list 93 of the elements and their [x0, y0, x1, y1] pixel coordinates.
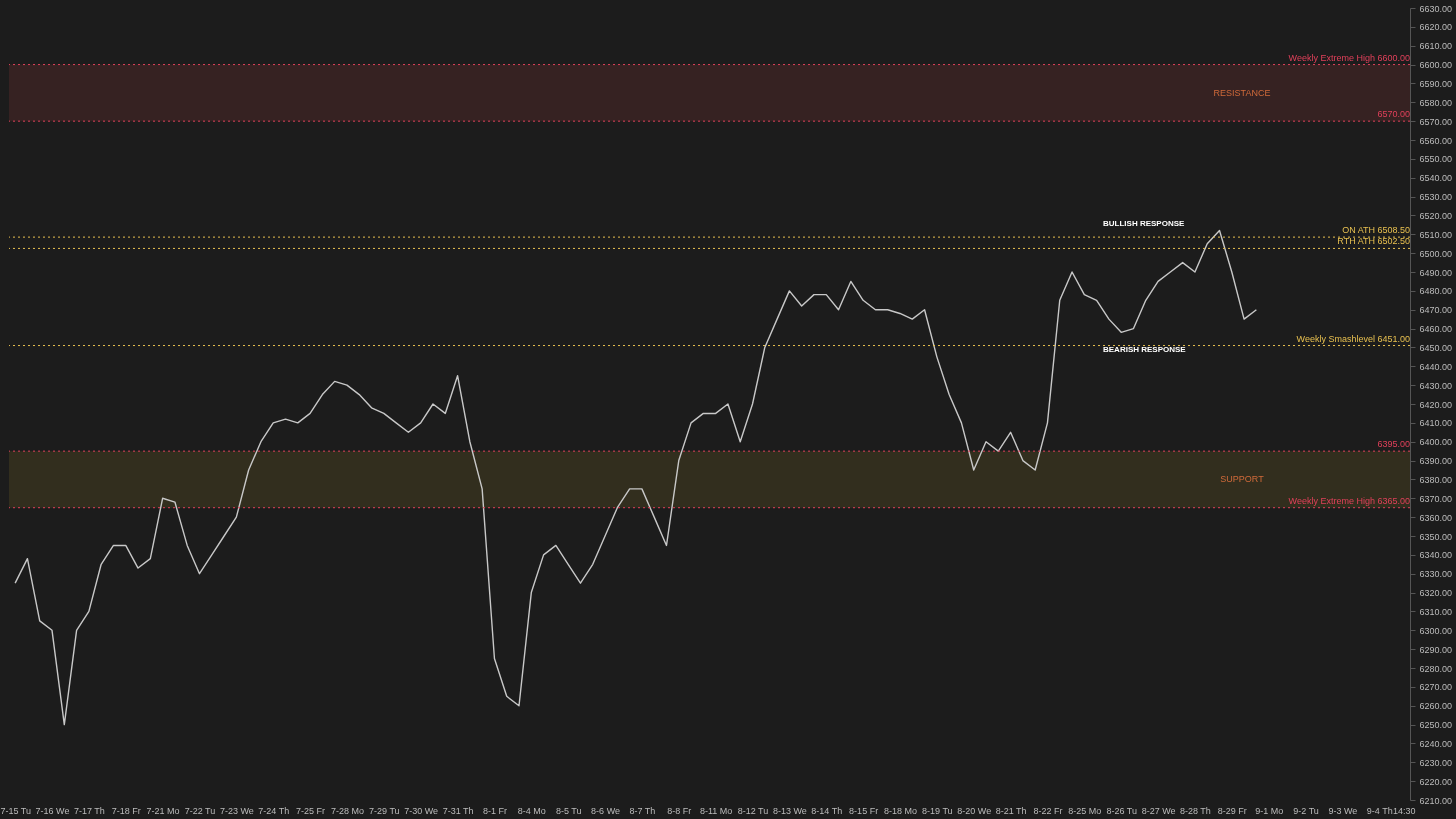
y-tick-label: 6590.00 — [1419, 78, 1453, 89]
y-tick-label: 6470.00 — [1419, 305, 1453, 316]
x-tick-label: 8-27 We — [1141, 805, 1176, 816]
y-tick-label: 6330.00 — [1419, 569, 1453, 580]
x-tick-label: 7-17 Th — [73, 805, 105, 816]
ref-line-label: Weekly Extreme High 6365.00 — [1288, 495, 1410, 506]
y-tick-label: 6250.00 — [1419, 720, 1453, 731]
x-tick-label: 9-2 Tu — [1293, 805, 1319, 816]
x-tick-label: 8-22 Fr — [1033, 805, 1063, 816]
x-tick-label: 9-1 Mo — [1255, 805, 1284, 816]
y-tick-label: 6350.00 — [1419, 531, 1453, 542]
y-tick-label: 6300.00 — [1419, 625, 1453, 636]
x-tick-label: 8-25 Mo — [1068, 805, 1102, 816]
x-tick-label: 7-24 Th — [258, 805, 290, 816]
x-tick-label: 7-21 Mo — [146, 805, 180, 816]
x-tick-label: 9-3 We — [1328, 805, 1358, 816]
x-tick-label: 8-6 We — [591, 805, 620, 816]
y-tick-label: 6380.00 — [1419, 474, 1453, 485]
y-tick-label: 6290.00 — [1419, 644, 1453, 655]
x-tick-label: 8-14 Th — [811, 805, 843, 816]
y-tick-label: 6510.00 — [1419, 229, 1453, 240]
band-label: SUPPORT — [1220, 474, 1265, 485]
x-tick-label: 7-25 Fr — [296, 805, 326, 816]
x-tick-label: 8-28 Th — [1180, 805, 1211, 816]
x-tick-label: 7-16 We — [35, 805, 70, 816]
y-tick-label: 6370.00 — [1419, 493, 1453, 504]
x-tick-label: 8-29 Fr — [1217, 805, 1247, 816]
x-tick-label: 8-4 Mo — [517, 805, 546, 816]
x-tick-label: 8-8 Fr — [667, 805, 692, 816]
y-tick-label: 6240.00 — [1419, 738, 1453, 749]
y-tick-label: 6580.00 — [1419, 97, 1453, 108]
x-tick-label: 7-30 We — [404, 805, 439, 816]
ref-line-label: 6570.00 — [1377, 109, 1410, 120]
annotation: BEARISH RESPONSE — [1103, 345, 1187, 354]
y-tick-label: 6220.00 — [1419, 776, 1453, 787]
ref-line-label: RTH ATH 6502.50 — [1337, 236, 1410, 247]
ref-line-label: 6395.00 — [1377, 439, 1410, 450]
x-tick-label: 8-1 Fr — [482, 805, 507, 816]
y-tick-label: 6340.00 — [1419, 550, 1453, 561]
y-tick-label: 6410.00 — [1419, 418, 1453, 429]
y-tick-label: 6360.00 — [1419, 512, 1453, 523]
x-tick-label: 9-4 Th — [1366, 805, 1393, 816]
x-tick-label: 7-22 Tu — [184, 805, 216, 816]
x-tick-label: 8-5 Tu — [555, 805, 582, 816]
y-tick-label: 6550.00 — [1419, 154, 1453, 165]
x-tick-label: 14:30 — [1393, 805, 1416, 816]
y-tick-label: 6280.00 — [1419, 663, 1453, 674]
ref-line-label: Weekly Extreme High 6600.00 — [1288, 52, 1410, 63]
x-tick-label: 7-18 Fr — [111, 805, 141, 816]
x-tick-label: 8-11 Mo — [699, 805, 733, 816]
y-tick-label: 6530.00 — [1419, 192, 1453, 203]
x-tick-label: 8-12 Tu — [737, 805, 769, 816]
x-tick-label: 7-15 Tu — [0, 805, 31, 816]
y-tick-label: 6320.00 — [1419, 588, 1453, 599]
y-tick-label: 6230.00 — [1419, 757, 1453, 768]
band-label: RESISTANCE — [1213, 87, 1271, 98]
y-tick-label: 6490.00 — [1419, 267, 1453, 278]
ref-line-label: Weekly Smashlevel 6451.00 — [1296, 333, 1410, 344]
annotation: BULLISH RESPONSE — [1103, 219, 1186, 228]
y-tick-label: 6480.00 — [1419, 286, 1453, 297]
x-tick-label: 8-13 We — [772, 805, 807, 816]
x-tick-label: 8-21 Th — [995, 805, 1027, 816]
y-tick-label: 6620.00 — [1419, 22, 1453, 33]
y-tick-label: 6500.00 — [1419, 248, 1453, 259]
x-tick-label: 7-29 Tu — [369, 805, 400, 816]
y-tick-label: 6390.00 — [1419, 456, 1453, 467]
y-tick-label: 6600.00 — [1419, 60, 1453, 71]
y-tick-label: 6420.00 — [1419, 399, 1453, 410]
ref-line-label: ON ATH 6508.50 — [1342, 225, 1410, 236]
y-tick-label: 6210.00 — [1419, 795, 1453, 806]
y-tick-label: 6520.00 — [1419, 210, 1453, 221]
y-tick-label: 6560.00 — [1419, 135, 1453, 146]
y-tick-label: 6460.00 — [1419, 324, 1453, 335]
y-tick-label: 6270.00 — [1419, 682, 1453, 693]
x-tick-label: 7-28 Mo — [330, 805, 364, 816]
y-tick-label: 6450.00 — [1419, 342, 1453, 353]
y-tick-label: 6260.00 — [1419, 701, 1453, 712]
x-tick-label: 7-23 We — [219, 805, 254, 816]
x-tick-label: 7-31 Th — [442, 805, 474, 816]
x-tick-label: 8-19 Tu — [922, 805, 953, 816]
x-tick-label: 8-18 Mo — [883, 805, 917, 816]
x-tick-label: 8-20 We — [957, 805, 992, 816]
y-tick-label: 6430.00 — [1419, 380, 1453, 391]
x-tick-label: 8-26 Tu — [1106, 805, 1137, 816]
y-tick-label: 6630.00 — [1419, 3, 1453, 14]
y-tick-label: 6570.00 — [1419, 116, 1453, 127]
y-tick-label: 6310.00 — [1419, 606, 1453, 617]
y-tick-label: 6440.00 — [1419, 361, 1453, 372]
y-tick-label: 6540.00 — [1419, 173, 1453, 184]
y-tick-label: 6610.00 — [1419, 41, 1453, 52]
x-tick-label: 8-7 Th — [629, 805, 656, 816]
x-tick-label: 8-15 Fr — [849, 805, 879, 816]
y-tick-label: 6400.00 — [1419, 437, 1453, 448]
